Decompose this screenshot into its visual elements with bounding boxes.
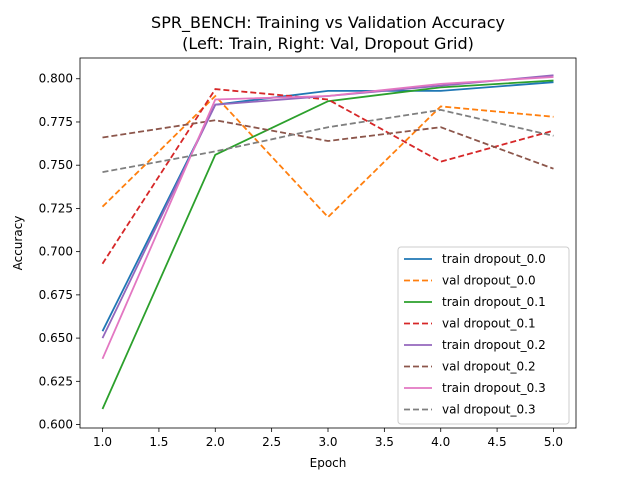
- y-tick-label: 0.700: [39, 245, 73, 259]
- plot-frame: [79, 57, 577, 429]
- y-tick-label: 0.725: [39, 201, 73, 215]
- x-tick-label: 1.0: [93, 435, 112, 449]
- y-axis-ticks: 0.600 0.625 0.650 0.675 0.700 0.725 0.750 0.775…: [39, 72, 80, 432]
- series-line-val-dropout-0-1: [101, 88, 554, 265]
- y-tick-label: 0.675: [39, 288, 73, 302]
- x-axis-label: Epoch: [310, 456, 347, 470]
- legend-entry: train dropout_0.2: [442, 338, 546, 352]
- y-tick-label: 0.625: [39, 374, 73, 388]
- legend-entry: val dropout_0.3: [442, 403, 536, 417]
- x-tick-label: 5.0: [544, 435, 563, 449]
- x-tick-label: 3.0: [318, 435, 337, 449]
- x-tick-label: 2.5: [262, 435, 281, 449]
- series-line-train-dropout-0-0: [101, 81, 554, 332]
- y-tick-label: 0.600: [39, 418, 73, 432]
- series-line-val-dropout-0-3: [102, 108, 554, 173]
- series-line-val-dropout-0-2: [102, 119, 554, 170]
- legend-entry: val dropout_0.2: [442, 360, 536, 374]
- x-tick-label: 3.5: [375, 435, 394, 449]
- legend-entry: train dropout_0.3: [442, 381, 546, 395]
- legend-entry: train dropout_0.0: [442, 252, 546, 266]
- series-line-train-dropout-0-1: [101, 79, 554, 410]
- y-tick-label: 0.800: [39, 72, 73, 86]
- y-axis-label: Accuracy: [11, 216, 25, 271]
- x-tick-label: 4.0: [431, 435, 450, 449]
- y-tick-label: 0.650: [39, 331, 73, 345]
- x-tick-label: 2.0: [206, 435, 225, 449]
- chart-title: SPR_BENCH: Training vs Validation Accura…: [151, 13, 505, 33]
- legend-entry: val dropout_0.0: [442, 274, 536, 288]
- x-axis-ticks: 1.0 1.5 2.0 2.5 3.0 3.5 4.0 4.5 5.0: [93, 428, 563, 449]
- series-layer: [101, 74, 554, 410]
- x-tick-label: 1.5: [149, 435, 168, 449]
- legend-box: [397, 246, 570, 425]
- chart-subtitle: (Left: Train, Right: Val, Dropout Grid): [182, 34, 474, 53]
- x-tick-label: 4.5: [488, 435, 507, 449]
- y-tick-label: 0.775: [39, 115, 73, 129]
- legend-entry: val dropout_0.1: [442, 317, 536, 331]
- y-tick-label: 0.750: [39, 158, 73, 172]
- series-line-train-dropout-0-3: [101, 76, 554, 360]
- legend-entry: train dropout_0.1: [442, 295, 546, 309]
